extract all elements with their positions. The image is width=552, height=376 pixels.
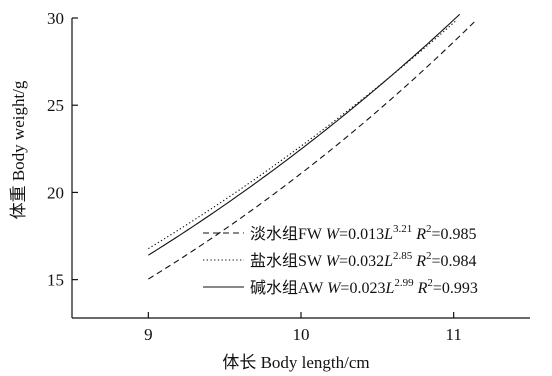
y-tick-label: 15	[47, 271, 64, 290]
axes: 9 10 11 15 20 25 30	[47, 9, 530, 344]
y-tick-label: 25	[47, 96, 64, 115]
legend-label-1: 淡水组FW W=0.013L3.21 R2=0.985	[250, 223, 477, 243]
legend-label-3: 碱水组AW W=0.023L2.99 R2=0.993	[250, 277, 478, 297]
legend: 淡水组FW W=0.013L3.21 R2=0.985 盐水组SW W=0.032…	[203, 223, 478, 297]
curves	[148, 13, 477, 280]
y-tick-label: 30	[47, 9, 64, 28]
legend-label-2: 盐水组SW W=0.032L2.85 R2=0.984	[250, 250, 477, 270]
series-line-1	[148, 19, 477, 280]
y-tick-label: 20	[47, 183, 64, 202]
x-tick-label: 10	[293, 325, 310, 344]
series-line-2	[148, 19, 458, 250]
series-line-3	[148, 13, 461, 256]
x-axis-title: 体长 Body length/cm	[222, 353, 369, 372]
x-tick-label: 9	[144, 325, 153, 344]
x-tick-label: 11	[445, 325, 461, 344]
y-axis-title: 体重 Body weight/g	[9, 80, 28, 219]
